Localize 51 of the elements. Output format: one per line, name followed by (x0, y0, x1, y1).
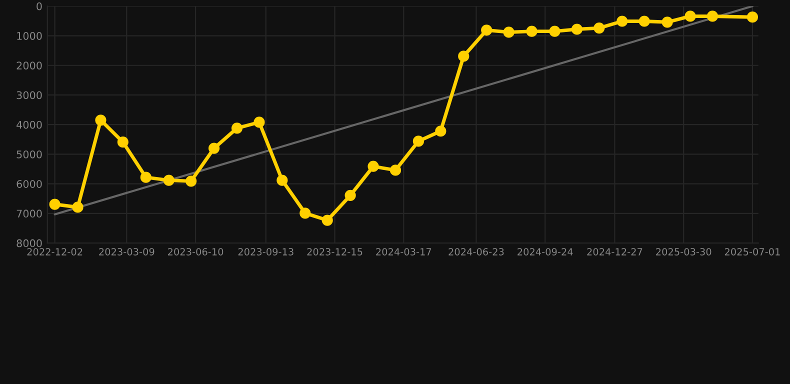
point (368, 160, 379, 172)
point (412, 136, 424, 147)
y-tick-label: 3000 (16, 91, 42, 100)
x-tick-label: 2024-03-17 (376, 248, 432, 256)
point (186, 176, 197, 187)
point (503, 26, 514, 38)
point (638, 16, 650, 27)
x-tick-label: 2023-03-09 (99, 248, 154, 256)
point (549, 26, 560, 37)
y-tick-label: 4000 (16, 120, 42, 129)
y-tick-label: 7000 (16, 210, 42, 218)
point (95, 114, 106, 126)
point (481, 24, 492, 36)
y-tick-label: 6000 (16, 180, 42, 188)
x-tick-label: 2023-09-13 (238, 248, 294, 256)
y-tick-label: 5000 (16, 150, 42, 158)
y-tick-label: 0 (36, 2, 42, 10)
point (526, 26, 538, 37)
point (662, 16, 673, 28)
x-tick-label: 2023-06-10 (168, 248, 224, 256)
point (72, 202, 84, 213)
x-tick-label: 2024-09-24 (518, 248, 573, 256)
x-tick-label: 2024-06-23 (448, 248, 504, 256)
point (435, 126, 446, 137)
x-tick-label: 2025-07-01 (724, 248, 780, 256)
point (300, 208, 311, 219)
point (458, 50, 470, 62)
point (140, 172, 152, 183)
x-tick-label: 2025-03-30 (656, 248, 712, 256)
point (571, 24, 583, 35)
point (322, 214, 333, 226)
point (746, 12, 758, 23)
y-tick-label: 1000 (17, 32, 42, 40)
point (616, 16, 628, 27)
point (276, 174, 288, 186)
point (706, 10, 718, 22)
point (390, 164, 402, 176)
point (594, 22, 605, 34)
y-tick-label: 8000 (16, 239, 42, 248)
x-tick-label: 2023-12-15 (307, 248, 362, 256)
x-tick-label: 2024-12-27 (587, 248, 642, 256)
point (49, 198, 60, 210)
x-tick-label: 2022-12-02 (27, 248, 82, 256)
point (344, 190, 356, 201)
point (254, 116, 265, 128)
point (163, 174, 174, 186)
point (231, 122, 243, 134)
y-tick-label: 2000 (16, 62, 42, 70)
point (117, 136, 128, 148)
point (684, 10, 696, 22)
point (208, 142, 220, 154)
